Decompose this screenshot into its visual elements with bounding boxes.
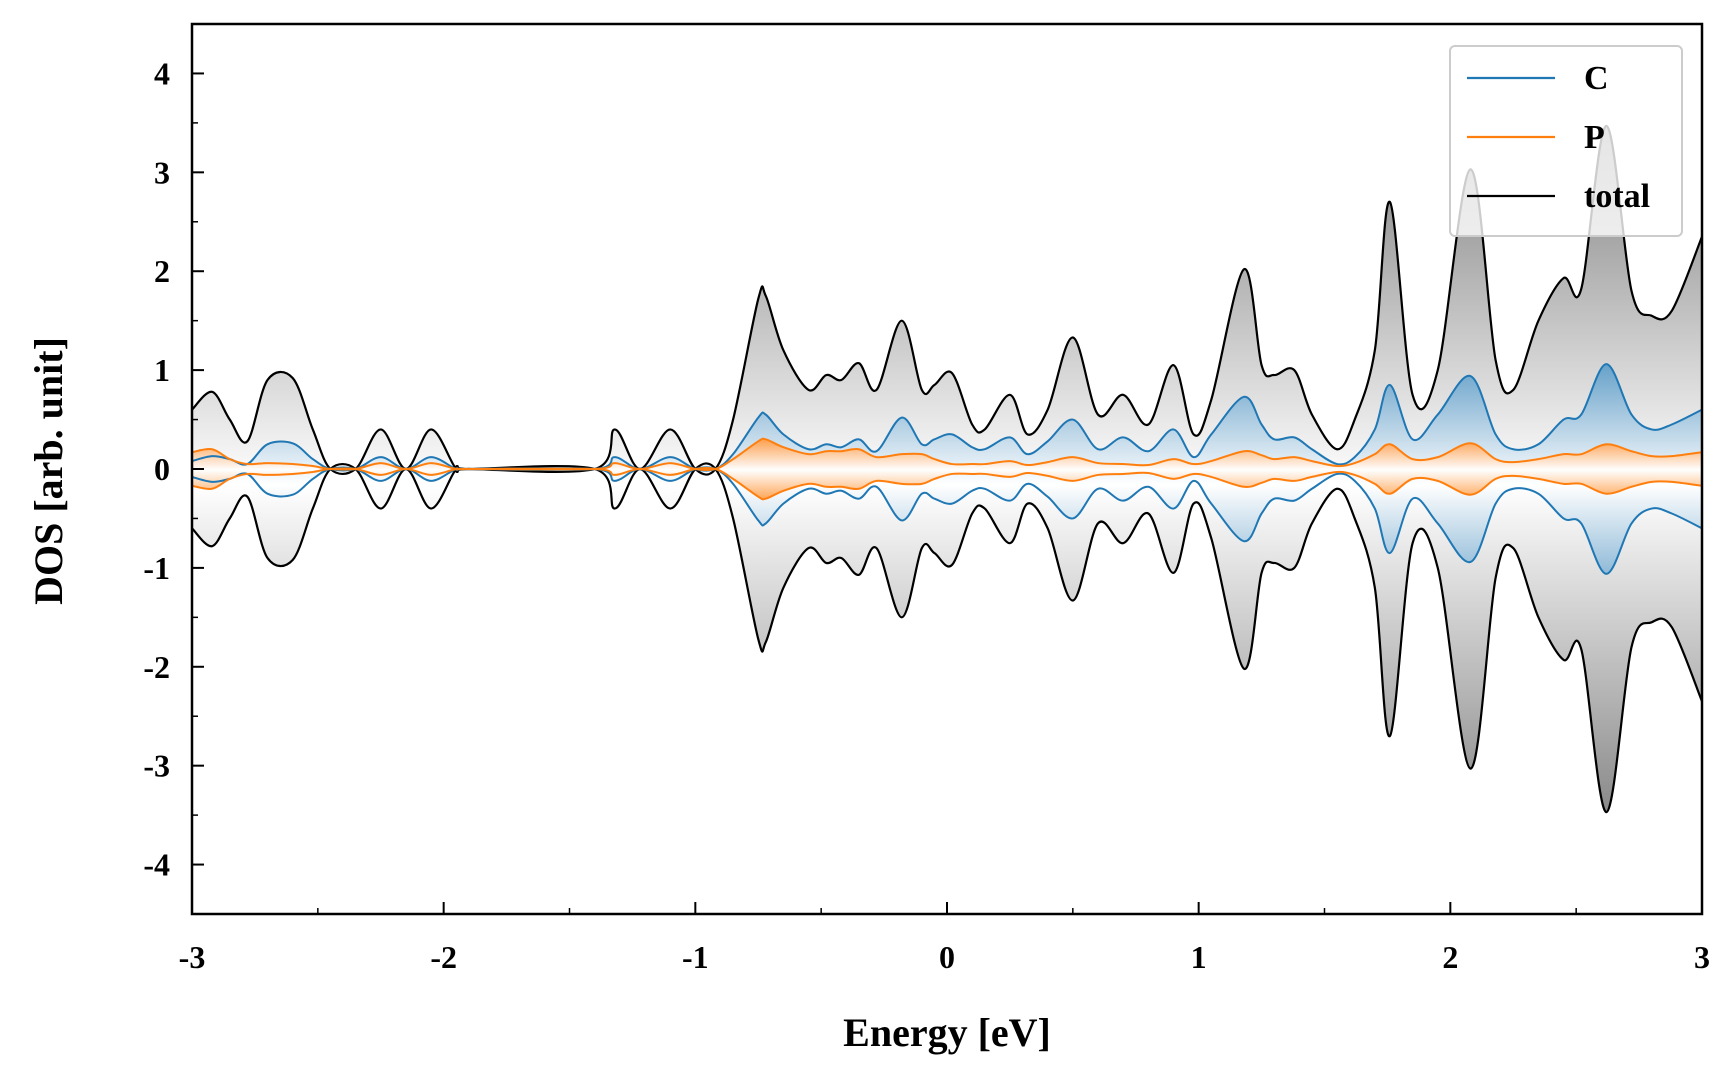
legend-label-c: C — [1584, 60, 1609, 97]
legend-label-total: total — [1584, 178, 1650, 215]
legend-box — [1449, 45, 1683, 237]
y-tick-label: -4 — [143, 847, 170, 883]
x-tick-label: 0 — [939, 939, 955, 975]
fill-p — [192, 438, 1702, 500]
x-tick-label: 1 — [1191, 939, 1207, 975]
y-tick-label: -1 — [143, 550, 170, 586]
x-axis-title: Energy [eV] — [843, 1010, 1051, 1055]
legend: C P total — [1449, 45, 1683, 237]
lines-layer — [192, 124, 1702, 814]
x-tick-label: -1 — [682, 939, 709, 975]
y-tick-label: -2 — [143, 649, 170, 685]
y-tick-label: 4 — [154, 55, 170, 91]
y-tick-label: 0 — [154, 451, 170, 487]
line-c-lower — [192, 466, 1702, 575]
x-tick-label: -2 — [430, 939, 457, 975]
y-tick-label: 2 — [154, 253, 170, 289]
y-tick-label: 1 — [154, 352, 170, 388]
x-tick-label: 3 — [1694, 939, 1710, 975]
y-axis-title: DOS [arb. unit] — [26, 337, 71, 605]
x-tick-label: 2 — [1442, 939, 1458, 975]
legend-label-p: P — [1584, 119, 1605, 156]
y-tick-label: 3 — [154, 154, 170, 190]
fills-layer — [192, 125, 1702, 813]
line-p-lower — [192, 467, 1702, 501]
y-tick-label: -3 — [143, 748, 170, 784]
ticks-layer: -3 -2 -1 0 1 2 3 -4 -3 -2 -1 0 1 2 3 4 — [143, 55, 1710, 975]
x-tick-label: -3 — [179, 939, 206, 975]
line-c-upper — [192, 363, 1702, 472]
line-p-upper — [192, 437, 1702, 471]
